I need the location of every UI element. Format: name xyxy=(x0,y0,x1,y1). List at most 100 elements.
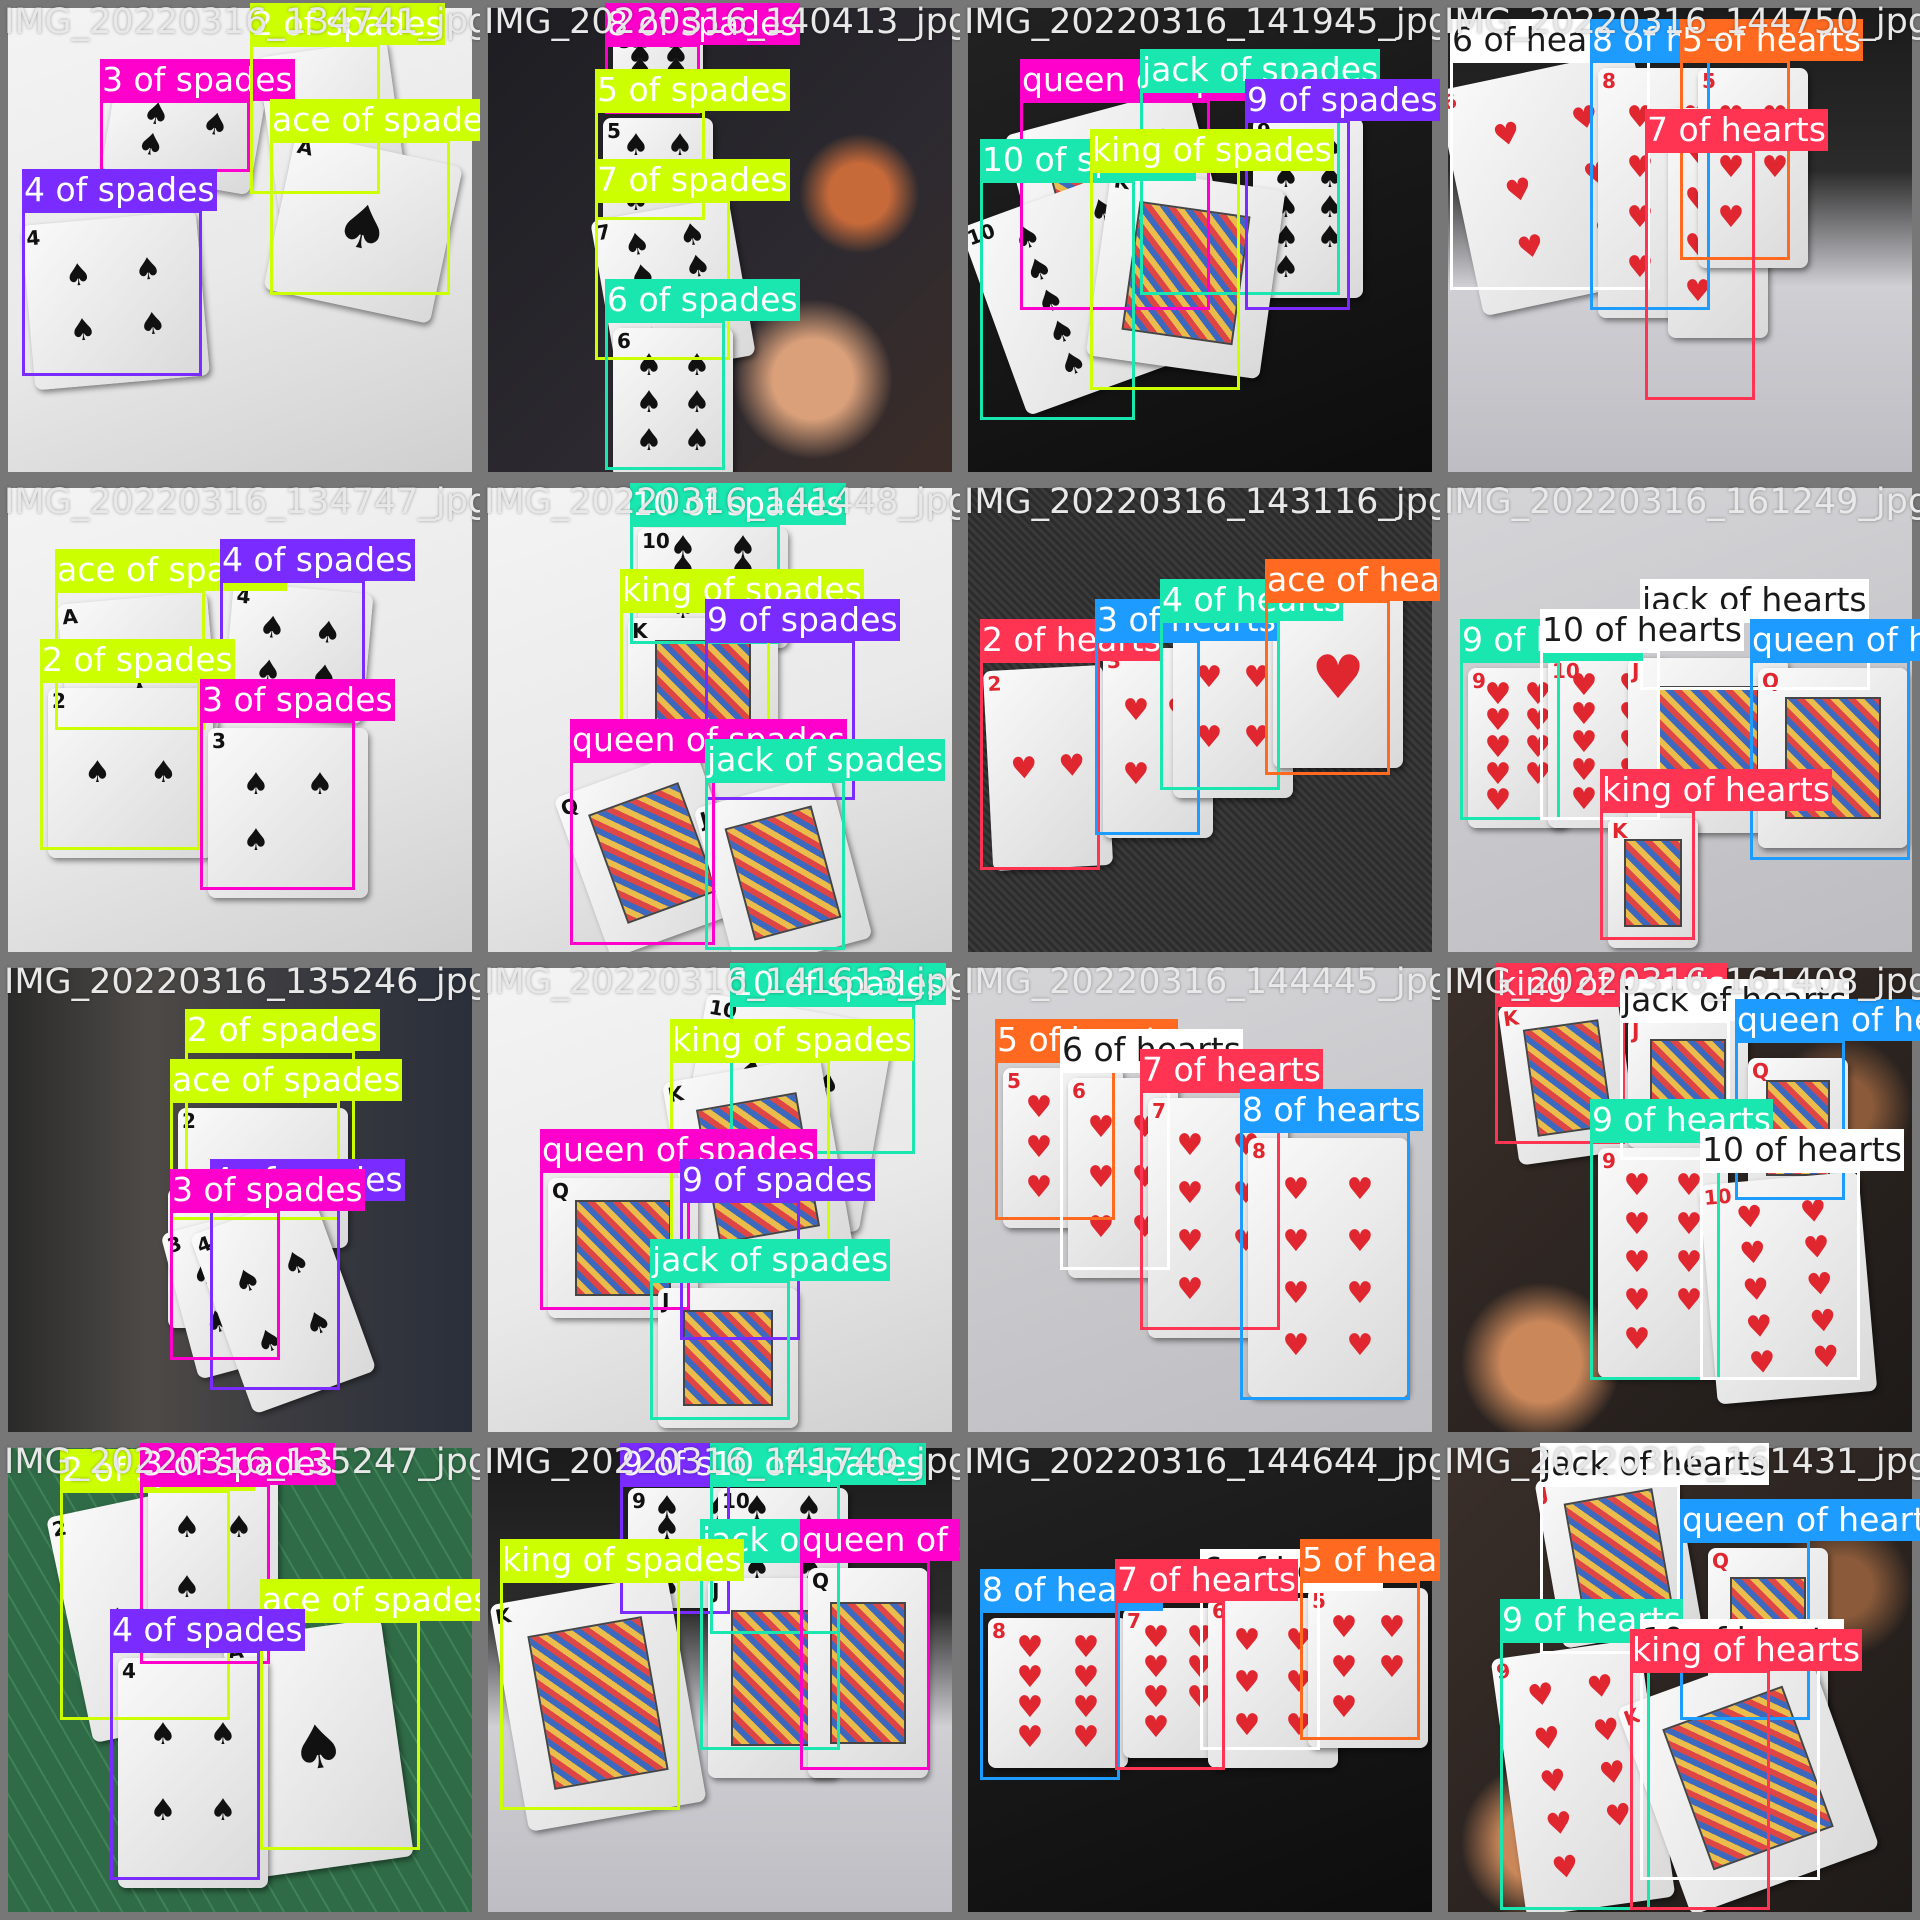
heart-pip-icon: ♥ xyxy=(1282,1172,1310,1207)
playing-card: 6 ♠ ♠ ♠ ♠ ♠ ♠ xyxy=(613,328,733,472)
heart-pip-icon: ♥ xyxy=(1524,756,1552,792)
face-card-figure xyxy=(1121,201,1250,345)
heart-pip-icon: ♥ xyxy=(1285,1707,1313,1743)
face-card-figure xyxy=(1522,1018,1614,1138)
spade-pip-icon: ♠ xyxy=(173,1510,201,1545)
spade-pip-icon: ♠ xyxy=(816,1030,849,1070)
heart-pip-icon: ♥ xyxy=(1570,781,1598,817)
card-rank-corner: 3 xyxy=(212,729,226,753)
playing-card: 5♥♥♥♥♥ xyxy=(1698,68,1808,268)
spade-pip-icon: ♠ xyxy=(1316,220,1344,255)
card-rank-corner: 8 xyxy=(1252,1139,1266,1163)
playing-card: Q xyxy=(808,1568,928,1778)
detection-tile: 5♥♥♥♥♥6♥♥♥♥♥♥7♥♥♥♥♥♥♥8♥♥♥♥♥♥♥♥IMG_202203… xyxy=(960,960,1440,1440)
card-rank-corner: K xyxy=(493,1602,513,1630)
photo-background: J Q 9 ♥ ♥ ♥ ♥ ♥ ♥ ♥ ♥ ♥ K xyxy=(1448,1448,1912,1912)
card-rank-corner: 3 xyxy=(116,77,135,104)
card-rank-corner: J xyxy=(1538,1480,1550,1506)
heart-pip-icon: ♥ xyxy=(1142,1710,1170,1745)
heart-pip-icon: ♥ xyxy=(1747,1344,1778,1382)
playing-card: J xyxy=(693,772,873,952)
photo-background: 2♠♠3♠♠♠A♠4♠♠♠♠ xyxy=(8,1448,472,1912)
face-card-figure xyxy=(1766,1080,1830,1176)
heart-pip-icon: ♥ xyxy=(1524,676,1552,712)
card-rank-corner: J xyxy=(1632,659,1640,683)
image-filename: IMG_20220316_144445_jpg xyxy=(964,962,1440,1002)
detection-tile: 10♠♠♠♠♠♠♠♠♠♠KQJIMG_20220316_141613_jpg10… xyxy=(480,960,960,1440)
heart-pip-icon: ♥ xyxy=(1142,1620,1170,1655)
face-card-figure xyxy=(575,1200,671,1296)
face-card-figure xyxy=(1624,838,1682,928)
card-rank-corner: 6 xyxy=(1448,88,1460,115)
image-filename: IMG_20220316_144750_jpg xyxy=(1444,2,1920,42)
playing-card: 3 ♠ ♠ ♠ xyxy=(208,728,368,898)
heart-pip-icon: ♥ xyxy=(1811,1339,1842,1377)
spade-pip-icon: ♠ xyxy=(1316,130,1344,165)
spade-pip-icon: ♠ xyxy=(342,104,375,144)
spade-pip-icon: ♠ xyxy=(622,127,650,163)
heart-pip-icon: ♥ xyxy=(1484,730,1512,765)
spade-pip-icon: ♠ xyxy=(63,257,94,295)
heart-pip-icon: ♥ xyxy=(1025,1090,1053,1125)
photo-background: 3 ♠ ♠ ♠ 2 ♠ ♠ A ♠ 4 ♠ ♠ ♠ ♠ xyxy=(8,8,472,472)
heart-pip-icon: ♥ xyxy=(1195,660,1223,695)
photo-background: 6♥♥♥♥♥♥8♥♥♥♥♥♥♥♥7♥♥♥♥♥♥♥5♥♥♥♥♥ xyxy=(1448,8,1912,472)
spade-pip-icon: ♠ xyxy=(683,347,711,383)
heart-pip-icon: ♥ xyxy=(1741,1271,1772,1309)
spade-pip-icon: ♠ xyxy=(329,188,397,268)
heart-pip-icon: ♥ xyxy=(1513,227,1548,267)
spade-pip-icon: ♠ xyxy=(1272,250,1300,285)
heart-pip-icon: ♥ xyxy=(1378,1610,1406,1645)
heart-pip-icon: ♥ xyxy=(1484,756,1512,792)
playing-card: Q xyxy=(1758,668,1908,848)
detection-tile: 9♥♥♥♥♥♥♥♥♥10♥♥♥♥♥♥♥♥♥♥JQKIMG_20220316_16… xyxy=(1440,480,1920,960)
card-rank-corner: A xyxy=(172,1189,188,1213)
heart-pip-icon: ♥ xyxy=(1330,1690,1358,1725)
playing-card: 4 ♠ ♠ ♠ ♠ xyxy=(189,1191,377,1415)
spade-pip-icon: ♠ xyxy=(209,1716,237,1752)
heart-pip-icon: ♥ xyxy=(1025,1130,1053,1165)
photo-background: A ♠ 4 ♠ ♠ ♠ ♠ 2 ♠ ♠ 3 ♠ ♠ ♠ xyxy=(8,488,472,952)
card-rank-corner: Q xyxy=(552,1179,570,1203)
spade-pip-icon: ♠ xyxy=(635,422,663,458)
playing-card: A ♥ xyxy=(1273,588,1403,768)
heart-pip-icon: ♥ xyxy=(1346,1172,1374,1207)
spade-pip-icon: ♠ xyxy=(626,66,654,99)
photo-background: 9♠♠♠♠♠♠♠♠♠10♠♠♠♠♠♠♠♠♠♠KJQ xyxy=(488,1448,952,1912)
face-card-figure xyxy=(527,1615,669,1791)
photo-background: 8♠♠♠♠♠♠♠♠5♠♠♠♠♠7♠♠♠♠♠♠♠6♠♠♠♠♠♠ xyxy=(488,8,952,472)
card-rank-corner: 2 xyxy=(52,689,66,713)
heart-pip-icon: ♥ xyxy=(1072,1630,1100,1665)
heart-pip-icon: ♥ xyxy=(1623,1245,1651,1280)
card-rank-corner: Q xyxy=(812,1569,830,1593)
heart-pip-icon: ♥ xyxy=(1675,1245,1703,1280)
heart-pip-icon: ♥ xyxy=(1801,1229,1832,1267)
heart-pip-icon: ♥ xyxy=(1623,1168,1651,1204)
spade-pip-icon: ♠ xyxy=(102,1599,137,1640)
spade-pip-icon: ♠ xyxy=(68,311,98,350)
heart-pip-icon: ♥ xyxy=(1737,1235,1768,1273)
playing-card: J xyxy=(1534,1457,1702,1649)
heart-pip-icon: ♥ xyxy=(1233,1622,1261,1658)
detection-tile: 10♠♠♠♠♠♠♠♠♠♠KQJIMG_20220316_141448_jpg10… xyxy=(480,480,960,960)
playing-card: K xyxy=(1497,990,1639,1166)
card-rank-corner: 3 xyxy=(1107,649,1121,673)
detection-tile: 6♥♥♥♥♥♥8♥♥♥♥♥♥♥♥7♥♥♥♥♥♥♥5♥♥♥♥♥IMG_202203… xyxy=(1440,0,1920,480)
playing-card: J xyxy=(1628,1018,1748,1148)
image-filename: IMG_20220316_135247_jpg xyxy=(4,1442,480,1482)
heart-pip-icon: ♥ xyxy=(1537,1762,1569,1801)
heart-pip-icon: ♥ xyxy=(1626,150,1654,185)
card-rank-corner: K xyxy=(665,1081,686,1108)
heart-pip-icon: ♥ xyxy=(1734,1198,1765,1236)
spade-pip-icon: ♠ xyxy=(253,653,284,691)
spade-pip-icon: ♠ xyxy=(1272,130,1300,165)
heart-pip-icon: ♥ xyxy=(1626,250,1654,285)
heart-pip-icon: ♥ xyxy=(1142,1680,1170,1715)
heart-pip-icon: ♥ xyxy=(1346,1328,1374,1363)
detection-tile: 8♠♠♠♠♠♠♠♠5♠♠♠♠♠7♠♠♠♠♠♠♠6♠♠♠♠♠♠IMG_202203… xyxy=(480,0,960,480)
face-card-figure xyxy=(588,782,718,924)
face-card-figure xyxy=(655,640,751,736)
card-rank-corner: A xyxy=(295,133,316,161)
card-rank-corner: 2 xyxy=(986,671,1003,697)
